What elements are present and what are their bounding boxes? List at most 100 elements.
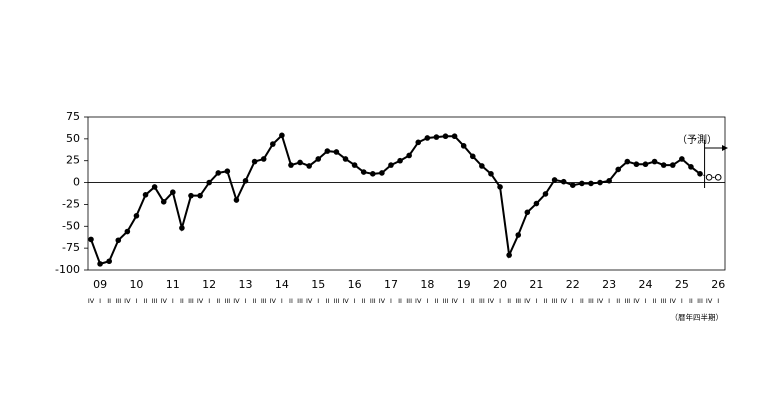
actual-point xyxy=(133,212,140,219)
actual-point xyxy=(515,232,522,238)
actual-point xyxy=(351,162,358,168)
actual-point xyxy=(624,158,631,165)
x-tick-label: IV xyxy=(488,297,495,305)
actual-point xyxy=(88,236,94,243)
x-tick-label: II xyxy=(289,297,293,305)
x-tick-label: IV xyxy=(597,297,604,305)
x-tick-label: II xyxy=(653,297,657,305)
year-label: 21 xyxy=(529,278,543,291)
actual-point xyxy=(406,152,412,159)
actual-point xyxy=(151,184,158,190)
x-tick-label: I xyxy=(135,297,137,305)
actual-point xyxy=(170,189,176,195)
x-tick-label: IV xyxy=(633,297,640,305)
actual-point xyxy=(424,135,431,141)
actual-point xyxy=(260,156,267,162)
actual-point xyxy=(442,133,449,140)
year-label: 13 xyxy=(239,278,253,291)
year-label: 10 xyxy=(129,278,143,291)
y-tick-label: -100 xyxy=(55,263,80,276)
x-tick-label: III xyxy=(115,297,121,305)
actual-point xyxy=(588,180,594,187)
actual-point xyxy=(333,149,340,155)
year-label: 16 xyxy=(348,278,362,291)
year-label: 26 xyxy=(711,278,725,291)
y-tick-label: -50 xyxy=(62,219,80,232)
actual-point xyxy=(270,141,276,147)
actual-point xyxy=(306,163,312,169)
actual-point xyxy=(251,158,258,165)
actual-point xyxy=(451,133,458,140)
forecast-point xyxy=(714,174,722,181)
x-tick-label: III xyxy=(479,297,485,305)
x-tick-label: IV xyxy=(560,297,567,305)
x-tick-label: II xyxy=(398,297,402,305)
plot-frame xyxy=(87,116,726,271)
x-tick-label: III xyxy=(261,297,267,305)
y-tick-label: -25 xyxy=(62,197,80,210)
x-tick-label: I xyxy=(99,297,101,305)
x-tick-label: III xyxy=(697,297,703,305)
x-tick-label: IV xyxy=(379,297,386,305)
actual-point xyxy=(397,157,403,164)
x-tick-label: II xyxy=(216,297,220,305)
actual-point xyxy=(560,178,567,185)
actual-point xyxy=(215,170,222,176)
year-label: 09 xyxy=(93,278,107,291)
x-tick-label: I xyxy=(317,297,319,305)
actual-point xyxy=(279,132,285,139)
actual-point xyxy=(142,192,149,198)
year-label: 15 xyxy=(311,278,325,291)
x-tick-label: II xyxy=(616,297,620,305)
actual-point xyxy=(324,148,331,154)
actual-point xyxy=(569,182,576,188)
year-label: 19 xyxy=(457,278,471,291)
actual-point xyxy=(669,162,676,168)
actual-point xyxy=(388,162,394,168)
actual-point xyxy=(460,143,467,149)
year-label: 25 xyxy=(675,278,689,291)
x-tick-label: III xyxy=(297,297,303,305)
year-label: 23 xyxy=(602,278,616,291)
actual-point xyxy=(533,200,540,207)
y-tick-label: 0 xyxy=(73,176,80,189)
x-tick-label: IV xyxy=(415,297,422,305)
x-tick-label: I xyxy=(645,297,647,305)
actual-point xyxy=(506,252,512,258)
actual-point xyxy=(542,191,549,197)
x-tick-label: I xyxy=(499,297,501,305)
x-tick-label: III xyxy=(624,297,630,305)
x-tick-label: I xyxy=(463,297,465,305)
forecast-arrowhead xyxy=(722,145,728,151)
x-tick-label: II xyxy=(689,297,693,305)
actual-point xyxy=(579,180,585,187)
x-tick-label: II xyxy=(107,297,111,305)
actual-point xyxy=(606,178,612,184)
x-tick-label: IV xyxy=(88,297,95,305)
x-tick-label: II xyxy=(507,297,511,305)
actual-point xyxy=(188,192,194,199)
actual-point xyxy=(97,261,103,267)
actual-point xyxy=(660,162,667,168)
unit-label: （暦年四半期） xyxy=(671,312,724,322)
x-tick-label: I xyxy=(681,297,683,305)
actual-point xyxy=(233,197,240,203)
x-tick-label: II xyxy=(434,297,438,305)
year-label: 12 xyxy=(202,278,216,291)
year-label: 22 xyxy=(566,278,580,291)
x-tick-label: I xyxy=(354,297,356,305)
actual-point xyxy=(369,171,376,177)
x-tick-label: II xyxy=(180,297,184,305)
actual-point xyxy=(288,162,294,168)
y-tick-label: 75 xyxy=(66,110,80,123)
actual-point xyxy=(651,158,658,165)
actual-point xyxy=(679,156,685,162)
x-tick-label: II xyxy=(362,297,366,305)
x-tick-label: IV xyxy=(451,297,458,305)
x-tick-label: II xyxy=(253,297,257,305)
x-tick-label: I xyxy=(208,297,210,305)
x-tick-label: II xyxy=(471,297,475,305)
year-label: 17 xyxy=(384,278,398,291)
y-tick-label: 25 xyxy=(66,154,80,167)
